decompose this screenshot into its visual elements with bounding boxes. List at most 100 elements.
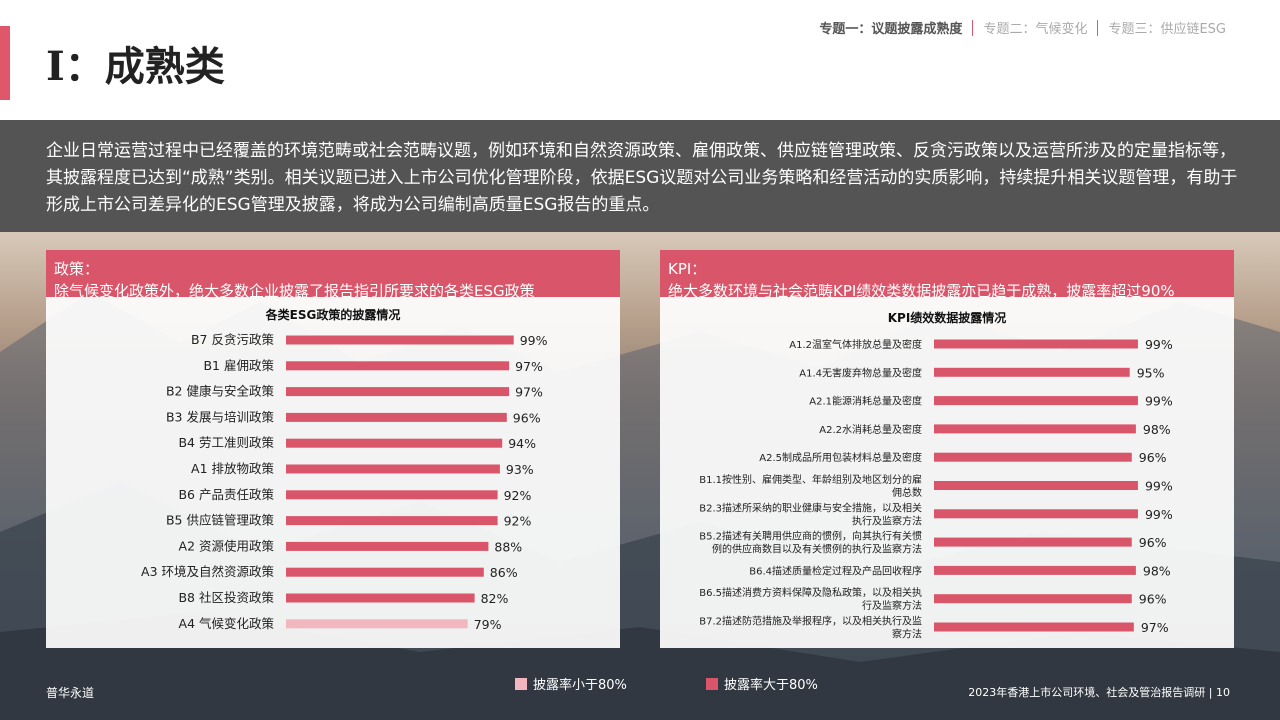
nav-topic-2[interactable]: 专题二：气候变化 (983, 22, 1088, 37)
policy-value-label: 86% (490, 565, 518, 580)
legend-low: 披露率小于80% (515, 674, 627, 693)
policy-bar (286, 412, 507, 422)
kpi-category-label: B6.4描述质量检定过程及产品回收程序 (749, 564, 922, 577)
kpi-bar (934, 424, 1136, 434)
kpi-panel-label: KPI： (668, 260, 707, 278)
kpi-value-label: 96% (1139, 535, 1167, 550)
nav-divider (972, 19, 974, 36)
policy-panel-header: 政策： 除气候变化政策外，绝大多数企业披露了报告指引所要求的各类ESG政策 (46, 250, 620, 300)
legend-high-label: 披露率大于80% (724, 678, 818, 693)
kpi-category-label: A2.5制成品所用包装材料总量及密度 (759, 451, 922, 464)
kpi-bar (934, 565, 1136, 575)
policy-value-label: 82% (481, 591, 509, 606)
kpi-category-label: 执行及监察方法 (852, 514, 922, 527)
kpi-category-label: B2.3描述所采纳的职业健康与安全措施，以及相关 (699, 501, 922, 514)
policy-panel-subtitle: 除气候变化政策外，绝大多数企业披露了报告指引所要求的各类ESG政策 (54, 282, 535, 300)
policy-bar (286, 490, 498, 500)
policy-value-label: 94% (508, 436, 536, 451)
kpi-panel-header: KPI： 绝大多数环境与社会范畴KPI绩效类数据披露亦已趋于成熟，披露率超过90… (660, 250, 1234, 300)
kpi-category-label: B5.2描述有关聘用供应商的惯例，向其执行有关惯 (699, 530, 922, 543)
kpi-bar-chart: A1.2温室气体排放总量及密度 99% A1.4无害废弃物总量及密度 95% A2.1能… (699, 337, 1173, 641)
kpi-bar (934, 481, 1138, 490)
kpi-category-label: A1.4无害废弃物总量及密度 (799, 366, 922, 379)
kpi-value-label: 97% (1141, 620, 1169, 635)
footer-brand: 普华永道 (46, 686, 95, 700)
topic-nav: 专题一：议题披露成熟度 专题二：气候变化 专题三：供应链ESG (809, 18, 1236, 37)
kpi-category-label: 察方法 (892, 628, 922, 641)
nav-topic-1[interactable]: 专题一：议题披露成熟度 (819, 22, 963, 37)
kpi-value-label: 95% (1137, 365, 1165, 380)
kpi-category-label: A2.1能源消耗总量及密度 (809, 395, 922, 408)
intro-banner: 企业日常运营过程中已经覆盖的环境范畴或社会范畴议题，例如环境和自然资源政策、雇佣… (0, 120, 1280, 232)
policy-bar (286, 567, 484, 577)
policy-value-label: 97% (515, 359, 543, 374)
page-title: I：成熟类 (46, 43, 225, 90)
policy-bar (286, 593, 475, 603)
kpi-value-label: 99% (1145, 337, 1173, 352)
policy-bar (286, 619, 468, 629)
policy-bar-chart: B7 反贪污政策 99% B1 雇佣政策 97% B2 健康与安全政策 97% B3 发展与… (141, 332, 548, 632)
policy-category-label: A4 气候变化政策 (179, 616, 275, 631)
kpi-bar (934, 367, 1130, 377)
policy-bar (286, 438, 503, 448)
kpi-category-label: 佣总数 (892, 486, 922, 499)
policy-category-label: B3 发展与培训政策 (166, 409, 275, 424)
kpi-chart-title: KPI绩效数据披露情况 (887, 311, 1007, 325)
intro-text: 企业日常运营过程中已经覆盖的环境范畴或社会范畴议题，例如环境和自然资源政策、雇佣… (46, 141, 1238, 215)
kpi-bar (934, 509, 1138, 519)
kpi-category-label: B6.5描述消费方资料保障及隐私政策，以及相关执 (699, 586, 922, 599)
kpi-bar (934, 594, 1132, 604)
policy-category-label: B7 反贪污政策 (191, 332, 275, 347)
kpi-value-label: 98% (1143, 422, 1171, 437)
kpi-category-label: 例的供应商数目以及有关惯例的执行及监察方法 (712, 543, 922, 556)
policy-value-label: 99% (520, 333, 548, 348)
policy-bar (286, 541, 489, 551)
kpi-bar (934, 537, 1132, 547)
kpi-value-label: 99% (1145, 394, 1173, 409)
policy-category-label: A3 环境及自然资源政策 (141, 564, 274, 579)
policy-panel: 政策： 除气候变化政策外，绝大多数企业披露了报告指引所要求的各类ESG政策 各类… (46, 250, 620, 648)
kpi-panel: KPI： 绝大多数环境与社会范畴KPI绩效类数据披露亦已趋于成熟，披露率超过90… (660, 250, 1234, 648)
legend-swatch-high (706, 677, 718, 690)
policy-category-label: B1 雇佣政策 (203, 358, 274, 373)
policy-value-label: 93% (506, 462, 534, 477)
policy-bar (286, 516, 498, 526)
kpi-bar (934, 339, 1138, 349)
nav-divider (1097, 19, 1099, 36)
policy-category-label: B5 供应链管理政策 (166, 513, 275, 528)
kpi-category-label: A1.2温室气体排放总量及密度 (789, 338, 922, 351)
legend-low-label: 披露率小于80% (533, 678, 627, 693)
kpi-value-label: 96% (1139, 450, 1167, 465)
title-accent-bar (0, 26, 10, 100)
policy-bar (286, 361, 510, 371)
kpi-value-label: 98% (1143, 563, 1171, 578)
kpi-category-label: B1.1按性别、雇佣类型、年龄组别及地区划分的雇 (699, 473, 922, 486)
kpi-value-label: 99% (1145, 479, 1173, 494)
kpi-panel-subtitle: 绝大多数环境与社会范畴KPI绩效类数据披露亦已趋于成熟，披露率超过90% (668, 282, 1175, 300)
policy-value-label: 79% (474, 617, 502, 632)
policy-category-label: B4 劳工准则政策 (178, 435, 274, 450)
policy-panel-label: 政策： (54, 260, 100, 278)
policy-value-label: 97% (515, 385, 543, 400)
kpi-category-label: A2.2水消耗总量及密度 (819, 423, 922, 436)
policy-category-label: B6 产品责任政策 (178, 487, 274, 502)
legend-swatch-low (515, 677, 527, 690)
policy-value-label: 96% (513, 410, 541, 425)
policy-category-label: A2 资源使用政策 (179, 538, 275, 553)
kpi-value-label: 96% (1139, 592, 1167, 607)
kpi-bar (934, 622, 1134, 632)
nav-topic-3[interactable]: 专题三：供应链ESG (1108, 22, 1226, 37)
policy-value-label: 92% (504, 488, 532, 503)
legend-high: 披露率大于80% (706, 674, 818, 693)
policy-bar (286, 335, 514, 345)
policy-value-label: 92% (504, 514, 532, 529)
kpi-bar (934, 396, 1138, 406)
kpi-bar (934, 452, 1132, 462)
footer-page-info: 2023年香港上市公司环境、社会及管治报告调研 | 10 (968, 686, 1230, 699)
policy-category-label: A1 排放物政策 (191, 461, 274, 476)
policy-value-label: 88% (494, 539, 522, 554)
policy-chart-title: 各类ESG政策的披露情况 (265, 308, 401, 322)
kpi-value-label: 99% (1145, 507, 1173, 522)
policy-category-label: B2 健康与安全政策 (166, 384, 275, 399)
policy-bar (286, 387, 510, 397)
